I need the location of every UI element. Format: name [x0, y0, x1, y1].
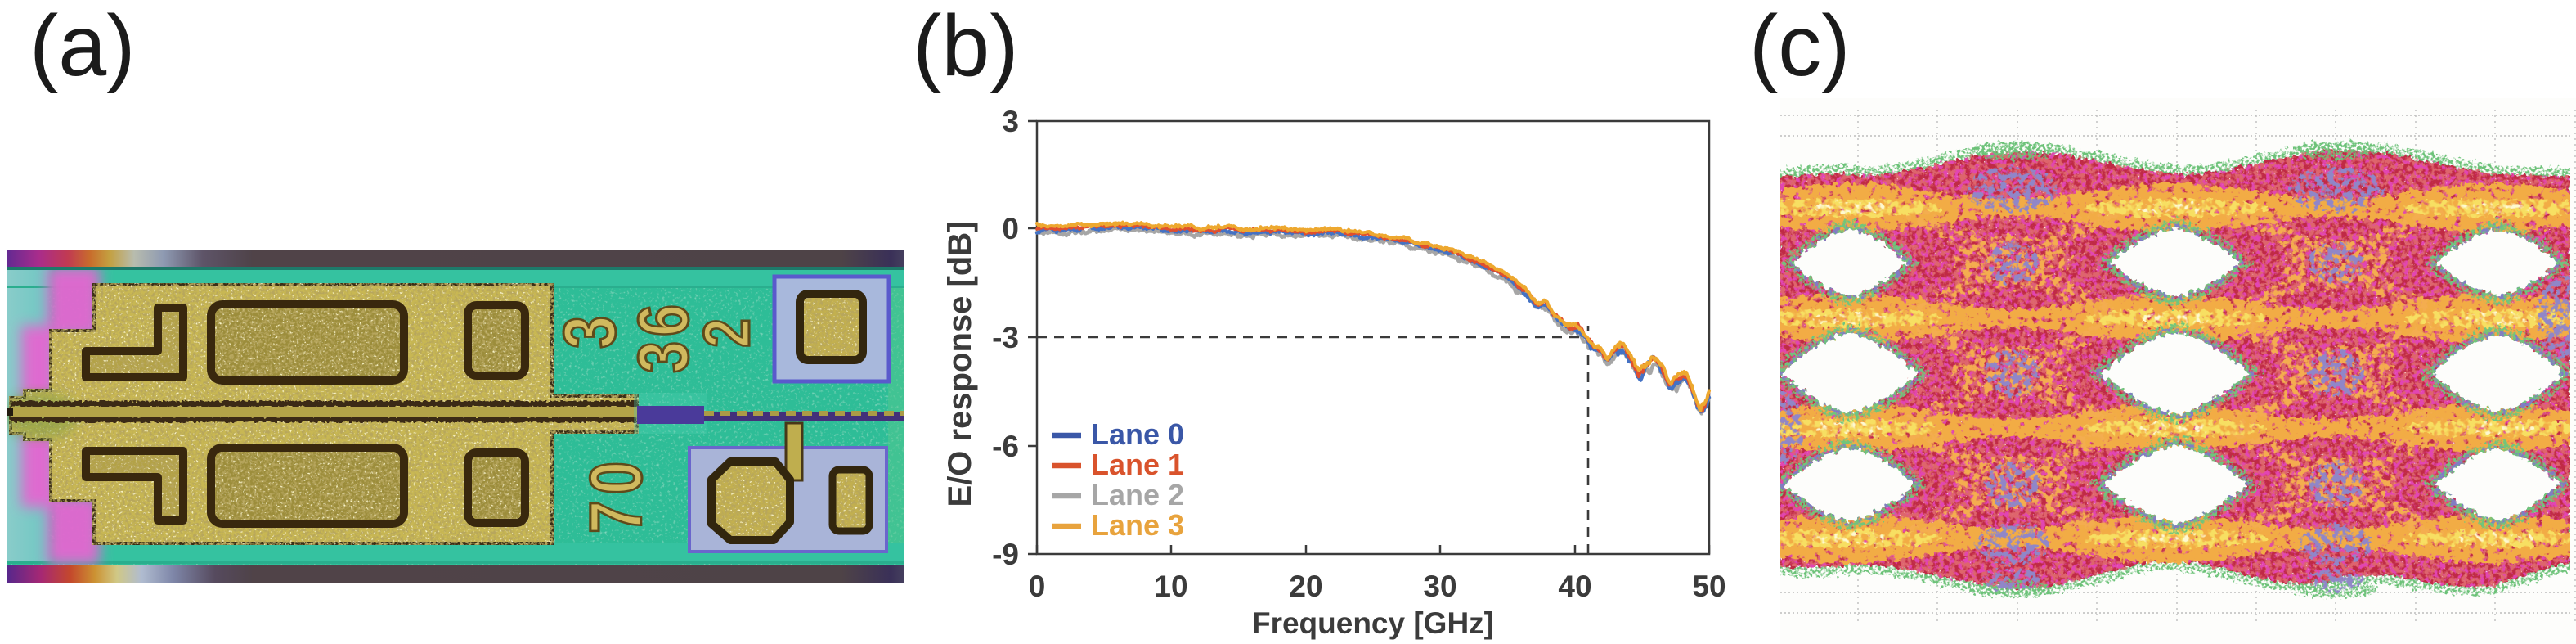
svg-text:E/O response [dB]: E/O response [dB]	[942, 222, 978, 507]
svg-text:3: 3	[1002, 105, 1019, 138]
svg-text:Lane 3: Lane 3	[1091, 508, 1184, 542]
svg-text:-6: -6	[992, 430, 1019, 463]
svg-text:Frequency [GHz]: Frequency [GHz]	[1252, 606, 1494, 640]
svg-text:Lane 1: Lane 1	[1091, 448, 1184, 481]
svg-text:(c): (c)	[1749, 0, 1851, 94]
svg-text:Lane 0: Lane 0	[1091, 417, 1184, 451]
svg-text:40: 40	[1558, 570, 1591, 603]
svg-text:-9: -9	[992, 538, 1019, 571]
svg-text:-3: -3	[992, 321, 1019, 354]
svg-text:10: 10	[1154, 570, 1187, 603]
svg-text:70: 70	[575, 455, 657, 534]
svg-text:3: 3	[549, 316, 631, 349]
svg-text:30: 30	[1423, 570, 1456, 603]
svg-text:20: 20	[1289, 570, 1322, 603]
svg-text:36: 36	[622, 299, 702, 373]
svg-text:0: 0	[1002, 212, 1019, 245]
svg-text:0: 0	[1029, 570, 1046, 603]
svg-text:(a): (a)	[29, 0, 136, 94]
svg-text:50: 50	[1692, 570, 1726, 603]
svg-text:(b): (b)	[913, 0, 1019, 94]
svg-text:Lane 2: Lane 2	[1091, 478, 1184, 511]
svg-text:2: 2	[690, 318, 763, 348]
